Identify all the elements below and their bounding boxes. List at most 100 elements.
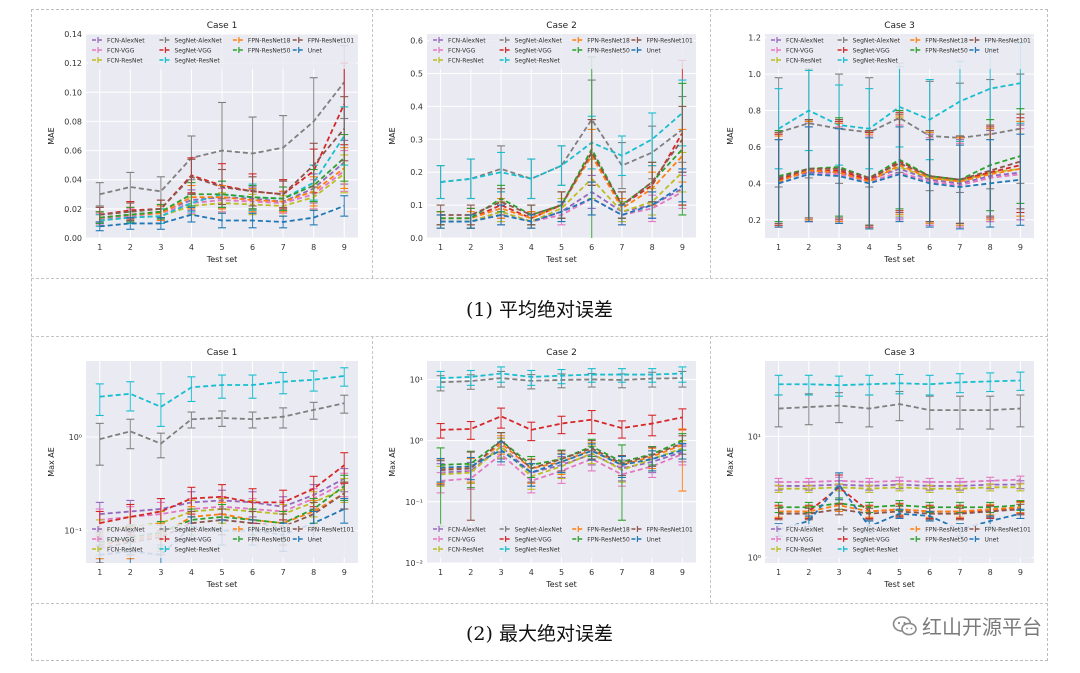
x-tick-label: 2 — [468, 568, 473, 577]
series-line — [440, 117, 683, 183]
y-axis-label: Max AE — [388, 447, 397, 477]
legend-label: FPN-ResNet18 — [248, 527, 291, 534]
y-tick-label: 0.06 — [64, 147, 82, 156]
legend-item-fpn-resnet101: FPN-ResNet101 — [969, 37, 1031, 45]
legend-box — [88, 524, 356, 558]
chart-title: Case 2 — [546, 21, 577, 31]
x-tick-label: 9 — [1018, 568, 1023, 577]
x-tick-label: 6 — [250, 243, 255, 252]
series-line — [778, 502, 1021, 509]
series-group — [774, 42, 1025, 230]
mae-case1-chart: 0.00 0.02 0.04 0.06 0.08 0.10 0.12 0.14 1 2 3 4 5 6 7 8… — [47, 21, 358, 264]
x-axis-label: Test set — [545, 255, 577, 264]
legend-label: FCN-ResNet — [448, 58, 484, 65]
legend-item-segnet-alexnet: SegNet-AlexNet — [837, 37, 901, 45]
legend-item-segnet-alexnet: SegNet-AlexNet — [159, 37, 222, 45]
legend-label: FPN-ResNet50 — [587, 537, 630, 544]
legend-label: Unet — [308, 537, 323, 544]
x-tick-label: 6 — [589, 568, 594, 577]
series-segnet-resnet — [436, 366, 687, 388]
column-divider — [710, 9, 711, 278]
legend-item-segnet-alexnet: SegNet-AlexNet — [499, 526, 563, 534]
y-tick-label: 0.1 — [410, 201, 423, 210]
y-tick-label: 0.14 — [64, 30, 82, 39]
legend-label: SegNet-AlexNet — [515, 527, 563, 534]
x-tick-label: 6 — [927, 243, 932, 252]
x-tick-label: 3 — [837, 243, 842, 252]
x-tick-label: 4 — [529, 568, 534, 577]
caption-max-ae: (2) 最大绝对误差 — [466, 623, 613, 645]
x-tick-label: 8 — [988, 568, 993, 577]
legend-item-fpn-resnet101: FPN-ResNet101 — [292, 526, 354, 534]
legend-label: SegNet-AlexNet — [853, 38, 901, 45]
chart-title: Case 1 — [207, 348, 238, 358]
y-tick-label: 1.0 — [748, 70, 761, 79]
legend-box — [429, 35, 694, 69]
y-tick-label: 10⁻¹ — [405, 498, 423, 507]
x-tick-label: 3 — [499, 243, 504, 252]
legend-item-segnet-resnet: SegNet-ResNet — [159, 546, 220, 554]
column-divider — [372, 336, 373, 603]
legend-box — [429, 524, 694, 558]
y-tick-label: 0.04 — [64, 176, 82, 185]
legend-label: FCN-ResNet — [107, 58, 143, 65]
series-unet — [774, 126, 1025, 230]
series-line — [99, 205, 345, 228]
legend-label: SegNet-VGG — [853, 537, 890, 544]
series-line — [99, 128, 345, 216]
legend-label: FPN-ResNet101 — [308, 38, 355, 45]
legend-label: Unet — [308, 48, 323, 55]
x-tick-label: 9 — [1018, 243, 1023, 252]
legend-item-segnet-vgg: SegNet-VGG — [837, 536, 890, 544]
series-line — [99, 157, 345, 219]
series-line — [440, 449, 683, 474]
legend-label: FPN-ResNet18 — [925, 527, 968, 534]
legend-item-fcn-resnet: FCN-ResNet — [771, 546, 822, 554]
legend-label: FCN-AlexNet — [107, 38, 145, 45]
x-tick-label: 8 — [650, 243, 655, 252]
legend-label: FCN-VGG — [107, 48, 135, 55]
y-tick-label: 0.12 — [64, 59, 82, 68]
series-segnet-alexnet — [95, 394, 349, 466]
legend-label: FPN-ResNet50 — [248, 48, 291, 55]
series-unet — [95, 195, 349, 232]
legend-item-segnet-vgg: SegNet-VGG — [499, 47, 552, 55]
series-group — [436, 366, 687, 527]
legend: FCN-AlexNet FCN-VGG FCN-ResNet SegNet-AlexN… — [88, 524, 356, 558]
y-tick-label: 10⁻² — [405, 559, 423, 568]
x-axis-label: Test set — [206, 255, 238, 264]
x-tick-label: 5 — [219, 568, 224, 577]
legend-label: FCN-VGG — [786, 537, 814, 544]
series-line — [440, 112, 683, 183]
x-axis-label: Test set — [883, 580, 915, 589]
y-tick-label: 0.8 — [748, 107, 761, 116]
maxae-case2-chart: 10⁻² 10⁻¹ 10⁰ 10¹ 1 2 3 4 5 6 7 8 9 Case 2 Test set Max… — [388, 348, 696, 589]
watermark-text: 红山开源平台 — [922, 615, 1042, 639]
x-tick-label: 3 — [499, 568, 504, 577]
y-tick-label: 10⁰ — [69, 433, 82, 442]
x-tick-label: 2 — [806, 568, 811, 577]
column-divider — [710, 336, 711, 603]
legend-item-fpn-resnet101: FPN-ResNet101 — [292, 37, 355, 45]
legend-label: FCN-AlexNet — [107, 527, 145, 534]
legend-label: SegNet-ResNet — [174, 58, 220, 65]
legend-item-fcn-vgg: FCN-VGG — [771, 536, 814, 544]
x-tick-label: 5 — [897, 568, 902, 577]
series-line — [440, 153, 684, 220]
y-tick-label: 0.6 — [410, 37, 423, 46]
series-segnet-vgg — [436, 407, 687, 442]
y-axis-label: MAE — [388, 127, 397, 144]
series-unet — [436, 168, 687, 229]
legend-label: FPN-ResNet50 — [248, 537, 291, 544]
series-segnet-resnet — [95, 367, 349, 427]
legend-item-fpn-resnet101: FPN-ResNet101 — [969, 526, 1031, 534]
legend-item-segnet-resnet: SegNet-ResNet — [499, 57, 561, 65]
column-divider — [372, 9, 373, 278]
legend-item-fcn-alexnet: FCN-AlexNet — [433, 37, 486, 45]
series-line — [778, 486, 1021, 490]
legend-item-fcn-alexnet: FCN-AlexNet — [433, 526, 486, 534]
legend-label: FCN-VGG — [786, 48, 814, 55]
x-tick-label: 1 — [97, 568, 102, 577]
legend-label: FCN-VGG — [448, 48, 476, 55]
x-tick-label: 7 — [957, 568, 962, 577]
